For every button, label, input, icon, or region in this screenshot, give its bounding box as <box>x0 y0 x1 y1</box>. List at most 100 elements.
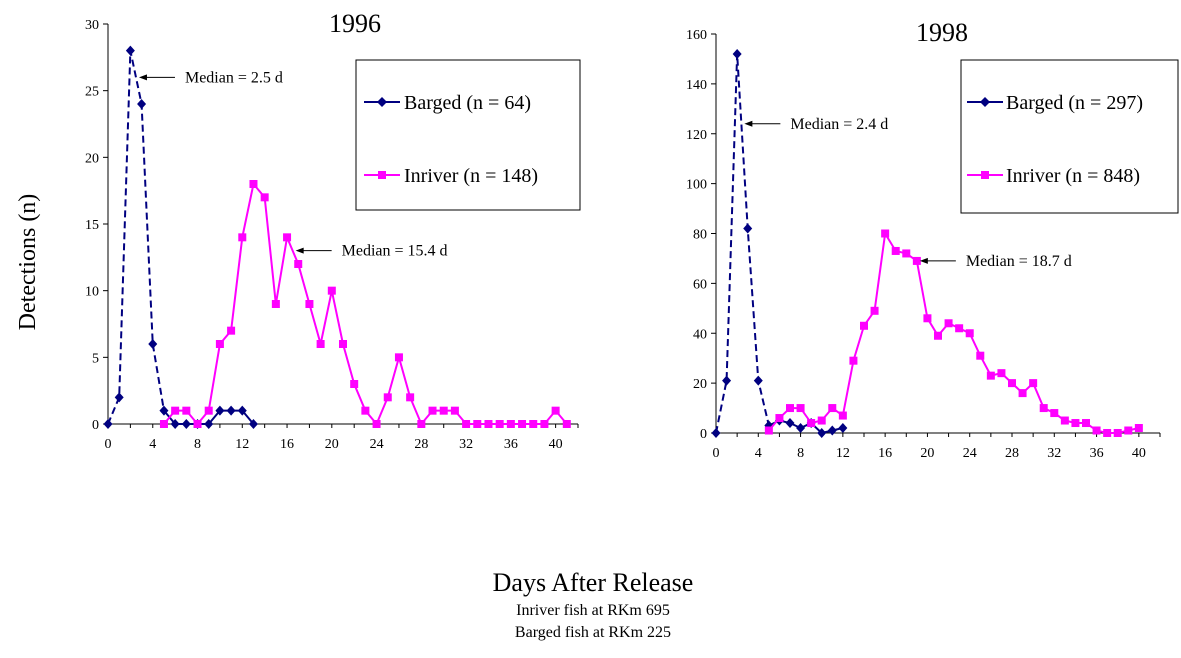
data-point-barged <box>248 419 258 429</box>
data-point-barged <box>753 375 763 386</box>
arrow-head-icon <box>295 247 304 254</box>
data-point-inriver <box>249 180 258 188</box>
legend-item-inriver: Inriver (n = 148) <box>364 165 538 187</box>
x-tick-label: 12 <box>235 437 249 452</box>
median-annotation-inriver: Median = 18.7 d <box>966 253 1072 270</box>
x-tick-label: 0 <box>105 437 112 452</box>
series-layer-1996 <box>103 45 571 429</box>
x-tick-label: 28 <box>414 437 428 452</box>
data-point-inriver <box>1050 409 1059 418</box>
data-point-inriver <box>372 420 381 428</box>
data-point-inriver <box>305 300 314 308</box>
data-point-barged <box>732 48 742 59</box>
series-line-inriver <box>768 230 1140 434</box>
x-tick-label: 4 <box>149 437 156 452</box>
data-point-inriver <box>450 406 459 415</box>
legend-box <box>960 59 1179 214</box>
square-marker-icon <box>378 171 386 179</box>
data-point-inriver <box>506 420 515 428</box>
legend-label-barged: Barged (n = 297) <box>1006 92 1143 114</box>
data-point-inriver <box>828 404 837 413</box>
data-point-barged <box>181 419 191 429</box>
legend-label-inriver: Inriver (n = 148) <box>404 165 538 187</box>
data-point-inriver <box>1113 429 1122 437</box>
data-point-barged <box>743 223 753 234</box>
data-point-inriver <box>215 340 224 348</box>
series-line-inriver <box>163 181 568 426</box>
data-point-inriver <box>495 420 504 428</box>
data-point-inriver <box>986 371 995 380</box>
data-point-inriver <box>881 229 890 238</box>
data-point-inriver <box>849 356 858 365</box>
data-point-inriver <box>238 233 247 242</box>
annotations-1998: Median = 2.4 d Median = 18.7 d <box>744 116 1072 270</box>
x-tick-label: 36 <box>1090 446 1104 461</box>
x-tick-label: 12 <box>836 446 850 461</box>
data-point-inriver <box>316 340 325 348</box>
x-tick-label: 28 <box>1005 446 1019 461</box>
data-point-inriver <box>1124 426 1133 435</box>
data-point-inriver <box>551 406 560 415</box>
data-point-inriver <box>271 300 280 308</box>
data-point-inriver <box>912 256 921 265</box>
arrow-head-icon <box>919 257 928 264</box>
data-point-inriver <box>817 416 826 425</box>
data-point-barged <box>204 419 214 429</box>
data-point-inriver <box>807 419 816 428</box>
x-tick-label: 40 <box>549 437 563 452</box>
y-tick-label: 5 <box>92 351 99 366</box>
legend-1998: Barged (n = 297) Inriver (n = 848) <box>960 59 1179 214</box>
data-point-inriver <box>260 193 269 202</box>
data-point-inriver <box>283 233 292 242</box>
data-point-inriver <box>529 420 538 428</box>
y-tick-label: 60 <box>693 277 707 292</box>
data-point-barged <box>838 423 848 434</box>
legend-item-barged: Barged (n = 64) <box>364 92 531 114</box>
y-tick-label: 0 <box>92 418 99 433</box>
y-tick-label: 120 <box>686 128 707 143</box>
data-point-inriver <box>462 420 471 428</box>
footnote-inriver: Inriver fish at RKm 695 <box>516 602 670 619</box>
x-tick-label: 24 <box>963 446 977 461</box>
diamond-marker-icon <box>377 97 387 107</box>
data-point-inriver <box>428 406 437 415</box>
data-point-barged <box>796 423 806 434</box>
data-point-inriver <box>406 393 415 402</box>
chart-1996: 1996 0 5 10 15 20 25 30 0 4 8 12 16 20 24 28 32 36 40 Bar… <box>85 9 581 452</box>
data-point-inriver <box>159 420 168 428</box>
data-point-inriver <box>1071 419 1080 428</box>
data-point-inriver <box>1029 379 1038 388</box>
footnote-barged: Barged fish at RKm 225 <box>515 624 671 641</box>
data-point-inriver <box>439 406 448 415</box>
data-point-inriver <box>339 340 347 348</box>
data-point-inriver <box>518 420 527 428</box>
diamond-marker-icon <box>980 97 990 107</box>
series-layer-1998 <box>711 48 1143 438</box>
data-point-inriver <box>923 314 932 323</box>
chart-1998: 1998 0 20 40 60 80 100 120 140 160 0 4 8 12 16 20 24 28 3… <box>686 18 1179 461</box>
data-point-inriver <box>976 351 985 360</box>
y-tick-label: 0 <box>700 427 707 442</box>
x-axis-label: Days After Release <box>493 568 694 597</box>
x-tick-label: 32 <box>1047 446 1061 461</box>
data-point-inriver <box>327 286 336 295</box>
x-tick-label: 20 <box>325 437 339 452</box>
y-tick-label: 160 <box>686 28 707 43</box>
data-point-inriver <box>786 404 794 413</box>
data-point-inriver <box>540 420 549 428</box>
x-tick-label: 40 <box>1132 446 1146 461</box>
arrow-head-icon <box>744 120 753 127</box>
data-point-inriver <box>473 420 482 428</box>
data-point-inriver <box>796 404 805 413</box>
data-point-barged <box>817 428 827 438</box>
x-tick-label: 8 <box>797 446 804 461</box>
data-point-inriver <box>934 331 942 340</box>
series-line-barged-dashed <box>107 50 165 425</box>
data-point-inriver <box>1060 416 1069 425</box>
chart-title-1996: 1996 <box>329 9 381 38</box>
data-point-inriver <box>484 420 493 428</box>
data-point-inriver <box>193 420 202 428</box>
x-tick-label: 4 <box>755 446 762 461</box>
median-annotation-barged: Median = 2.5 d <box>185 69 283 86</box>
median-annotation-barged: Median = 2.4 d <box>790 116 888 133</box>
